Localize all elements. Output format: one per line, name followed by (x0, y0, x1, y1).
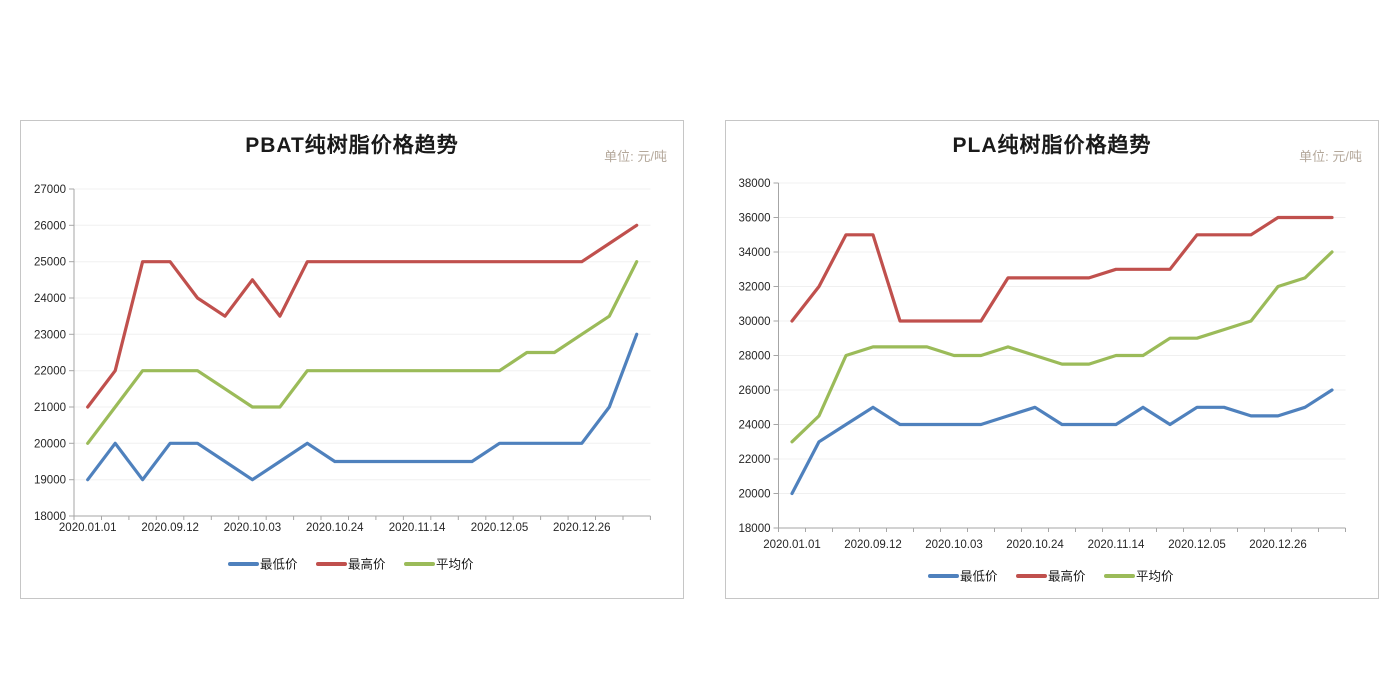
y-axis-label: 18000 (739, 523, 771, 535)
y-axis-label: 18000 (34, 511, 66, 523)
y-axis-label: 19000 (34, 475, 66, 487)
y-axis-label: 36000 (739, 213, 771, 225)
y-axis-label: 38000 (739, 178, 771, 190)
series-line-max (790, 215, 1334, 323)
x-axis-label: 2020.09.12 (141, 522, 199, 534)
legend-label-max: 最高价 (348, 557, 386, 572)
x-axis-label: 2020.10.03 (925, 539, 983, 551)
y-axis-label: 24000 (34, 293, 66, 305)
pbat-chart-panel: PBAT纯树脂价格趋势 单位: 元/吨 18000 19000 20000 21000… (20, 120, 684, 599)
y-axis-label: 26000 (739, 385, 771, 397)
x-axis-label: 2020.10.24 (306, 522, 364, 534)
series-line-min (86, 332, 639, 482)
y-axis-label: 32000 (739, 282, 771, 294)
series-line-min (790, 388, 1334, 496)
legend-label-min: 最低价 (960, 570, 998, 584)
y-axis-label: 25000 (34, 257, 66, 269)
series-line-avg (790, 250, 1334, 444)
x-axis-label: 2020.11.14 (1088, 539, 1145, 551)
x-axis-label: 2020.11.14 (389, 522, 446, 534)
y-axis-label: 20000 (34, 438, 66, 450)
series-line-avg (86, 260, 639, 445)
x-axis-label: 2020.12.26 (1249, 539, 1307, 551)
x-axis-label: 2020.01.01 (763, 539, 821, 551)
x-axis-label: 2020.12.05 (1168, 539, 1226, 551)
legend-label-avg: 平均价 (436, 558, 474, 572)
y-axis-label: 24000 (739, 420, 771, 432)
y-axis-label: 30000 (739, 316, 771, 328)
y-axis-label: 27000 (34, 184, 66, 196)
y-axis-label: 22000 (34, 366, 66, 378)
x-axis-label: 2020.12.26 (553, 522, 611, 534)
unit-label: 单位: 元/吨 (1299, 149, 1362, 164)
legend-label-avg: 平均价 (1136, 570, 1174, 584)
x-axis-label: 2020.12.05 (471, 522, 529, 534)
y-axis-label: 34000 (739, 247, 771, 259)
series-line-max (86, 223, 639, 409)
x-axis-label: 2020.10.03 (224, 522, 282, 534)
chart-canvas-pbat: 18000 19000 20000 21000 22000 23000 24000 25000… (34, 184, 651, 572)
y-axis-label: 22000 (739, 454, 771, 466)
legend-label-max: 最高价 (1048, 569, 1086, 584)
y-axis-label: 26000 (34, 220, 66, 232)
x-axis-label: 2020.10.24 (1006, 539, 1064, 551)
legend-label-min: 最低价 (260, 558, 298, 572)
x-axis-label: 2020.09.12 (844, 539, 902, 551)
x-axis-label: 2020.01.01 (59, 522, 117, 534)
unit-label: 单位: 元/吨 (604, 149, 667, 164)
chart-title: PBAT纯树脂价格趋势 (245, 134, 459, 157)
chart-canvas-pla: 18000 20000 22000 24000 26000 28000 30000 32000… (739, 178, 1346, 584)
y-axis-label: 21000 (34, 402, 66, 414)
y-axis-label: 28000 (739, 351, 771, 363)
pla-chart-panel: PLA纯树脂价格趋势 单位: 元/吨 18000 20000 22000 24000 2… (725, 120, 1379, 599)
y-axis-label: 23000 (34, 329, 66, 341)
chart-title: PLA纯树脂价格趋势 (952, 134, 1152, 157)
y-axis-label: 20000 (739, 489, 771, 501)
